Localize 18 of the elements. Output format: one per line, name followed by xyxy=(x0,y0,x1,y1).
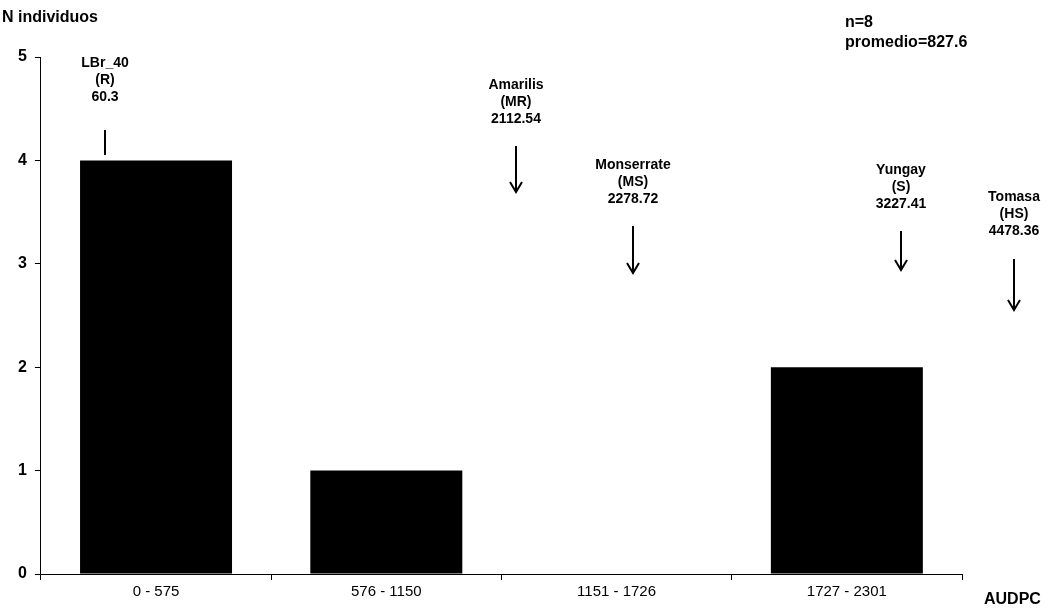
text: Tomasa (HS) 4478.36 xyxy=(988,188,1040,239)
x-tick-label: 0 - 575 xyxy=(132,582,180,600)
annotation: LBr_40 (R) 60.3 xyxy=(81,54,129,105)
y-axis-title: N individuos xyxy=(2,8,98,26)
y-tick-label: 1 xyxy=(17,461,27,479)
y-tick-label: 3 xyxy=(17,254,27,272)
y-tick-label: 4 xyxy=(17,150,27,168)
x-tick-label: 1151 - 1726 xyxy=(577,582,657,600)
annotation: Amarilis (MR) 2112.54 xyxy=(488,76,544,127)
x-tick-label: 1727 - 2301 xyxy=(806,582,887,600)
x-tick-label: 576 - 1150 xyxy=(351,582,422,600)
annotation: Yungay (S) 3227.41 xyxy=(875,161,927,212)
y-tick-label: 5 xyxy=(17,47,27,65)
x-axis-title: AUDPC xyxy=(984,590,1041,608)
y-tick-label: 2 xyxy=(17,357,27,375)
y-tick-label: 0 xyxy=(17,564,27,582)
annotation: Monserrate (MS) 2278.72 xyxy=(595,156,671,207)
text: n=8 promedio=827.6 xyxy=(845,12,968,52)
